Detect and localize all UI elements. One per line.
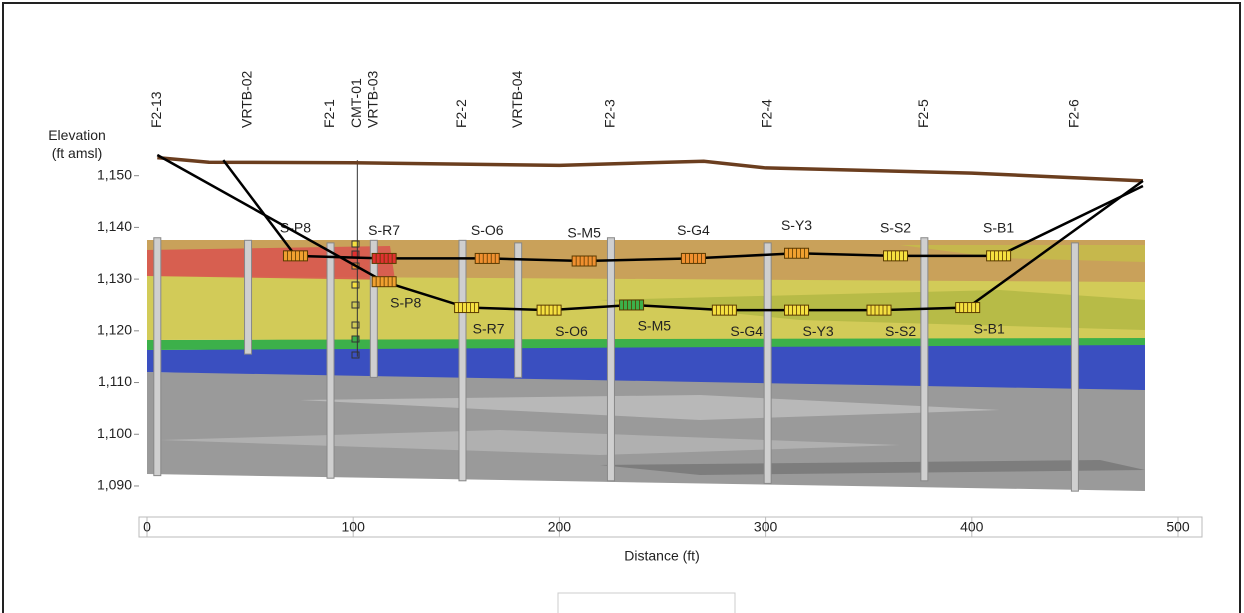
legend-box <box>558 593 735 613</box>
sample-label: S-Y3 <box>803 323 834 339</box>
sample-label: S-P8 <box>390 294 421 310</box>
port <box>352 282 359 288</box>
borehole <box>327 243 334 478</box>
borehole-label: F2-4 <box>758 99 774 128</box>
sample <box>455 303 479 313</box>
borehole-label: VRTB-03 <box>365 70 381 128</box>
sample <box>620 300 644 310</box>
y-tick-label: 1,110 <box>98 373 132 389</box>
sample <box>712 305 736 315</box>
strata <box>147 240 1145 491</box>
sample <box>785 305 809 315</box>
borehole-label: VRTB-04 <box>509 70 525 128</box>
y-tick-label: 1,150 <box>97 166 132 182</box>
sample-label: S-R7 <box>473 320 505 336</box>
sample-label: S-M5 <box>638 318 672 334</box>
sample-label: S-O6 <box>471 222 504 238</box>
x-tick-label: 200 <box>548 519 572 535</box>
sample <box>372 253 396 263</box>
sample-label: S-B1 <box>983 220 1014 236</box>
sample-label: S-B1 <box>974 320 1005 336</box>
borehole <box>1071 243 1078 491</box>
port <box>352 336 359 342</box>
y-tick-label: 1,090 <box>97 477 132 493</box>
chart: Elevation(ft amsl) Distance (ft) 1,0901,… <box>0 0 1244 613</box>
borehole-label: F2-1 <box>321 99 337 128</box>
sample-label: S-Y3 <box>781 217 812 233</box>
sample-label: S-G4 <box>730 323 763 339</box>
sample-label: S-S2 <box>885 323 916 339</box>
borehole-label: F2-2 <box>453 99 469 128</box>
sample <box>475 253 499 263</box>
port <box>352 302 359 308</box>
sample-label: S-M5 <box>567 225 601 241</box>
port <box>352 322 359 328</box>
y-tick-label: 1,100 <box>97 425 132 441</box>
borehole-label: F2-3 <box>602 99 618 128</box>
sample-label: S-R7 <box>368 222 400 238</box>
borehole <box>764 243 771 483</box>
sample-label: S-G4 <box>677 222 710 238</box>
borehole <box>459 240 466 480</box>
sample-label: S-S2 <box>880 220 911 236</box>
borehole <box>607 238 614 481</box>
port <box>352 352 359 358</box>
borehole-label: F2-13 <box>148 91 164 128</box>
sample <box>867 305 891 315</box>
sample-label: S-O6 <box>555 323 588 339</box>
borehole <box>154 238 161 476</box>
x-axis-label: Distance (ft) <box>624 548 699 564</box>
borehole-label: VRTB-02 <box>239 70 255 128</box>
stratum-gray <box>147 372 1145 491</box>
x-tick-label: 500 <box>1166 519 1190 535</box>
port <box>352 251 359 257</box>
sample <box>572 256 596 266</box>
x-tick-label: 300 <box>754 519 778 535</box>
x-tick-label: 0 <box>143 519 151 535</box>
sample <box>956 303 980 313</box>
x-tick-label: 100 <box>342 519 366 535</box>
sample <box>884 251 908 261</box>
port <box>352 241 359 247</box>
borehole-label: CMT-01 <box>348 78 364 128</box>
borehole-label: F2-5 <box>915 99 931 128</box>
y-tick-label: 1,120 <box>97 322 132 338</box>
y-tick-label: 1,140 <box>97 218 132 234</box>
sample <box>283 251 307 261</box>
sample <box>785 248 809 258</box>
borehole <box>921 238 928 481</box>
sample <box>987 251 1011 261</box>
borehole-label: F2-6 <box>1066 99 1082 128</box>
borehole <box>245 240 252 354</box>
x-tick-label: 400 <box>960 519 984 535</box>
sample <box>681 253 705 263</box>
sample <box>537 305 561 315</box>
sample <box>372 277 396 287</box>
y-tick-label: 1,130 <box>97 270 132 286</box>
